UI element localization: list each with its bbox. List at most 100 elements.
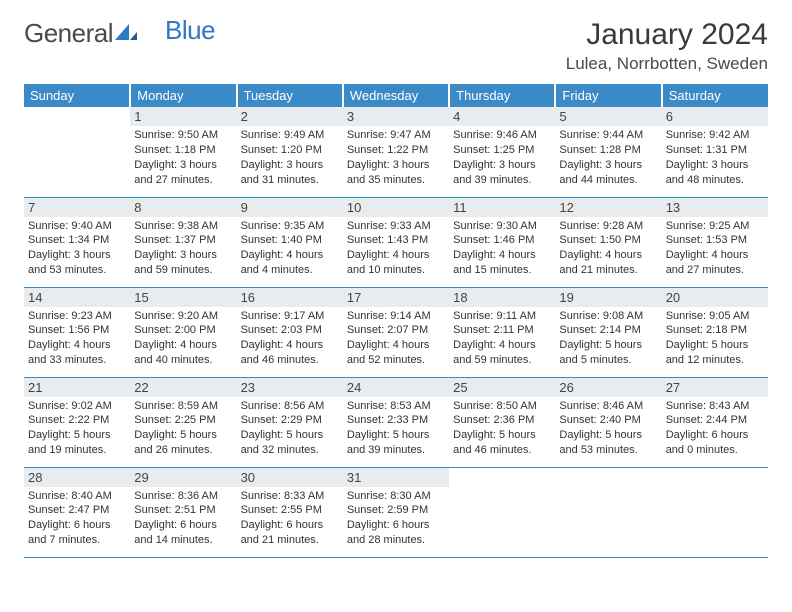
- day-info-line: Sunset: 1:20 PM: [241, 143, 339, 158]
- day-info-line: Sunrise: 9:25 AM: [666, 219, 764, 234]
- day-number: 26: [555, 378, 661, 397]
- calendar-day-cell: 5Sunrise: 9:44 AMSunset: 1:28 PMDaylight…: [555, 107, 661, 197]
- day-info-line: Sunset: 1:43 PM: [347, 233, 445, 248]
- calendar-day-cell: 20Sunrise: 9:05 AMSunset: 2:18 PMDayligh…: [662, 287, 768, 377]
- logo-text-1: General: [24, 18, 113, 49]
- day-info-line: Daylight: 5 hours: [28, 428, 126, 443]
- day-header: Sunday: [24, 84, 130, 107]
- calendar-day-cell: 11Sunrise: 9:30 AMSunset: 1:46 PMDayligh…: [449, 197, 555, 287]
- day-info-line: Daylight: 4 hours: [559, 248, 657, 263]
- day-info-line: and 33 minutes.: [28, 353, 126, 368]
- day-number: 11: [449, 198, 555, 217]
- day-number: 30: [237, 468, 343, 487]
- day-info-line: Daylight: 4 hours: [241, 338, 339, 353]
- day-info-line: and 4 minutes.: [241, 263, 339, 278]
- day-info-line: Sunrise: 9:30 AM: [453, 219, 551, 234]
- day-info-line: Daylight: 3 hours: [559, 158, 657, 173]
- day-info-line: Sunset: 2:11 PM: [453, 323, 551, 338]
- day-info-line: and 46 minutes.: [241, 353, 339, 368]
- day-info-line: Sunset: 1:31 PM: [666, 143, 764, 158]
- day-number: 12: [555, 198, 661, 217]
- day-info-line: Sunrise: 9:40 AM: [28, 219, 126, 234]
- day-info-line: Sunrise: 8:46 AM: [559, 399, 657, 414]
- calendar-day-cell: 6Sunrise: 9:42 AMSunset: 1:31 PMDaylight…: [662, 107, 768, 197]
- calendar-day-cell: 25Sunrise: 8:50 AMSunset: 2:36 PMDayligh…: [449, 377, 555, 467]
- calendar-day-cell: 26Sunrise: 8:46 AMSunset: 2:40 PMDayligh…: [555, 377, 661, 467]
- day-number: 2: [237, 107, 343, 126]
- day-info-line: Daylight: 5 hours: [453, 428, 551, 443]
- day-number: 18: [449, 288, 555, 307]
- day-info-line: Daylight: 3 hours: [241, 158, 339, 173]
- day-info-line: and 39 minutes.: [347, 443, 445, 458]
- day-info-line: Sunrise: 9:50 AM: [134, 128, 232, 143]
- location: Lulea, Norrbotten, Sweden: [566, 54, 768, 74]
- day-info-line: and 48 minutes.: [666, 173, 764, 188]
- day-info-line: Sunrise: 9:20 AM: [134, 309, 232, 324]
- day-number: 17: [343, 288, 449, 307]
- calendar-day-cell: [24, 107, 130, 197]
- day-info-line: Sunrise: 9:11 AM: [453, 309, 551, 324]
- day-info-line: and 26 minutes.: [134, 443, 232, 458]
- day-number: 5: [555, 107, 661, 126]
- day-info-line: Daylight: 4 hours: [241, 248, 339, 263]
- day-info-line: Sunset: 2:29 PM: [241, 413, 339, 428]
- day-header: Saturday: [662, 84, 768, 107]
- day-info-line: and 52 minutes.: [347, 353, 445, 368]
- calendar-week-row: 7Sunrise: 9:40 AMSunset: 1:34 PMDaylight…: [24, 197, 768, 287]
- day-info-line: Sunrise: 9:38 AM: [134, 219, 232, 234]
- day-info-line: Daylight: 3 hours: [28, 248, 126, 263]
- day-info-line: and 31 minutes.: [241, 173, 339, 188]
- calendar-day-cell: 9Sunrise: 9:35 AMSunset: 1:40 PMDaylight…: [237, 197, 343, 287]
- day-info-line: Sunrise: 9:35 AM: [241, 219, 339, 234]
- day-header: Tuesday: [237, 84, 343, 107]
- calendar-day-cell: 8Sunrise: 9:38 AMSunset: 1:37 PMDaylight…: [130, 197, 236, 287]
- calendar-week-row: 21Sunrise: 9:02 AMSunset: 2:22 PMDayligh…: [24, 377, 768, 467]
- logo: General Blue: [24, 18, 215, 49]
- day-info-line: Sunrise: 8:59 AM: [134, 399, 232, 414]
- day-info-line: and 19 minutes.: [28, 443, 126, 458]
- calendar-week-row: 1Sunrise: 9:50 AMSunset: 1:18 PMDaylight…: [24, 107, 768, 197]
- day-number: 24: [343, 378, 449, 397]
- day-info-line: and 27 minutes.: [666, 263, 764, 278]
- day-info-line: Sunrise: 9:02 AM: [28, 399, 126, 414]
- calendar-day-cell: [662, 467, 768, 557]
- day-info-line: Daylight: 5 hours: [559, 338, 657, 353]
- day-info-line: Daylight: 6 hours: [134, 518, 232, 533]
- day-info-line: Sunset: 2:00 PM: [134, 323, 232, 338]
- day-info-line: Daylight: 6 hours: [347, 518, 445, 533]
- day-info-line: and 21 minutes.: [559, 263, 657, 278]
- day-info-line: Daylight: 6 hours: [241, 518, 339, 533]
- day-number: 14: [24, 288, 130, 307]
- day-info-line: and 40 minutes.: [134, 353, 232, 368]
- day-info-line: Sunset: 2:25 PM: [134, 413, 232, 428]
- day-number: 13: [662, 198, 768, 217]
- day-info-line: and 59 minutes.: [134, 263, 232, 278]
- header: General Blue January 2024 Lulea, Norrbot…: [24, 18, 768, 74]
- calendar-header-row: SundayMondayTuesdayWednesdayThursdayFrid…: [24, 84, 768, 107]
- day-info-line: Daylight: 5 hours: [241, 428, 339, 443]
- day-info-line: Sunrise: 9:42 AM: [666, 128, 764, 143]
- day-info-line: and 53 minutes.: [28, 263, 126, 278]
- day-info-line: and 35 minutes.: [347, 173, 445, 188]
- day-number: 28: [24, 468, 130, 487]
- day-info-line: and 46 minutes.: [453, 443, 551, 458]
- day-info-line: Sunset: 2:59 PM: [347, 503, 445, 518]
- day-info-line: Sunrise: 8:50 AM: [453, 399, 551, 414]
- calendar-day-cell: 31Sunrise: 8:30 AMSunset: 2:59 PMDayligh…: [343, 467, 449, 557]
- day-info-line: Sunset: 1:34 PM: [28, 233, 126, 248]
- day-info-line: Sunrise: 9:33 AM: [347, 219, 445, 234]
- day-info-line: Sunset: 1:46 PM: [453, 233, 551, 248]
- day-info-line: and 53 minutes.: [559, 443, 657, 458]
- day-info-line: Sunset: 2:36 PM: [453, 413, 551, 428]
- day-info-line: and 28 minutes.: [347, 533, 445, 548]
- day-info-line: Sunset: 2:22 PM: [28, 413, 126, 428]
- calendar-day-cell: [449, 467, 555, 557]
- day-number: 22: [130, 378, 236, 397]
- calendar-day-cell: 7Sunrise: 9:40 AMSunset: 1:34 PMDaylight…: [24, 197, 130, 287]
- logo-sail-icon: [115, 18, 137, 49]
- day-number: 10: [343, 198, 449, 217]
- day-info-line: Sunset: 2:14 PM: [559, 323, 657, 338]
- day-info-line: and 5 minutes.: [559, 353, 657, 368]
- day-info-line: Daylight: 4 hours: [347, 338, 445, 353]
- day-info-line: Sunset: 1:22 PM: [347, 143, 445, 158]
